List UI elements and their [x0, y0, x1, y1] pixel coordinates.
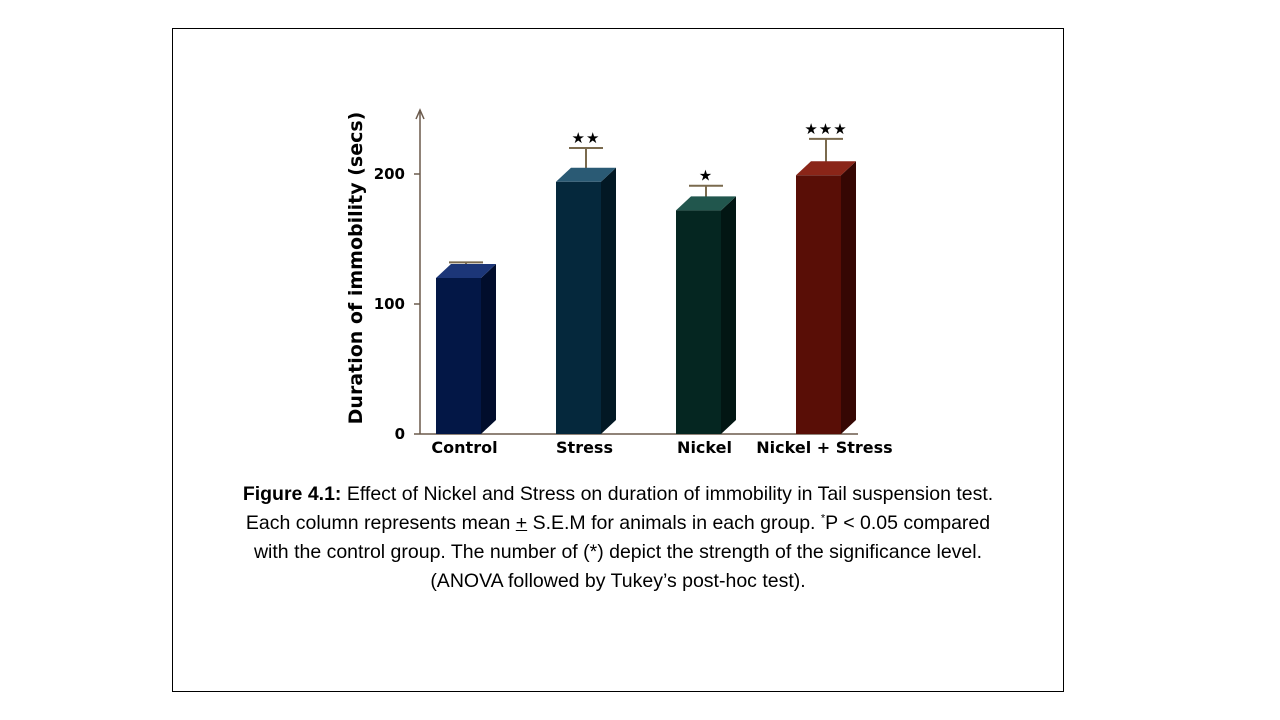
y-tick-label: 100	[374, 295, 405, 313]
significance-marker: ★	[699, 167, 713, 185]
bar	[676, 210, 721, 434]
caption-text-2a: Each column represents mean	[245, 512, 516, 534]
y-axis-label: Duration of immobility (secs)	[345, 112, 367, 425]
bar-top-face	[796, 161, 856, 176]
caption-text-1: Effect of Nickel and Stress on duration …	[341, 483, 994, 505]
plus-minus-sign: +	[515, 512, 528, 534]
bar-top-face	[436, 264, 496, 278]
significance-marker: ★★★	[804, 120, 847, 138]
caption-text-2b: S.E.M for animals in each group.	[527, 512, 821, 534]
x-tick-label: Nickel + Stress	[756, 438, 892, 457]
significance-superscript: *	[820, 512, 826, 525]
y-tick-label: 200	[374, 165, 405, 183]
bar-top-face	[556, 167, 616, 182]
caption-text-2c: P < 0.05 compared	[825, 512, 991, 534]
x-tick-label: Nickel	[677, 438, 732, 457]
caption-line-2: Each column represents mean + S.E.M for …	[172, 509, 1064, 538]
bar	[556, 181, 601, 434]
bar-side-face	[841, 161, 856, 435]
figure-frame	[172, 28, 1064, 692]
bar	[436, 278, 481, 434]
bar-side-face	[601, 167, 616, 435]
bar-side-face	[481, 264, 496, 434]
y-tick-label: 0	[395, 425, 405, 443]
bar-side-face	[721, 196, 736, 434]
bar-top-face	[676, 196, 736, 211]
figure-caption: Figure 4.1: Effect of Nickel and Stress …	[172, 480, 1064, 596]
x-tick-label: Stress	[556, 438, 613, 457]
caption-label: Figure 4.1:	[242, 483, 342, 505]
x-tick-label: Control	[431, 438, 497, 457]
caption-line-1: Figure 4.1: Effect of Nickel and Stress …	[172, 480, 1064, 509]
caption-line-4: (ANOVA followed by Tukey’s post-hoc test…	[430, 570, 806, 592]
caption-line-3: with the control group. The number of (*…	[253, 541, 983, 563]
significance-marker: ★★	[572, 129, 601, 147]
bar	[796, 175, 841, 435]
y-axis-arrow	[415, 108, 425, 120]
